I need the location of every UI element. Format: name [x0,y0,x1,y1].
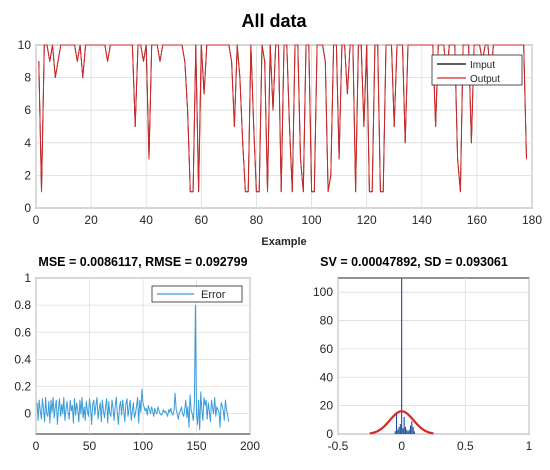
normal-fit-curve [369,410,434,435]
y-tick-label: 0 [24,201,31,215]
legend-label-error: Error [201,289,226,301]
histogram-bar [404,426,406,434]
x-tick-label: 60 [195,213,209,227]
error-panel: MSE = 0.0086117, RMSE = 0.092799 0 0.2 0.4… [14,255,260,453]
histogram-bar [402,428,404,434]
x-tick-label: 180 [522,213,542,227]
x-tick-label: 50 [83,439,97,453]
histogram-bar [412,426,414,434]
y-tick-label: 1 [24,271,31,285]
x-tick-label: 140 [412,213,432,227]
top-legend-box [431,54,523,86]
histogram-bar [406,429,408,434]
histogram-chart-title: SV = 0.00047892, SD = 0.093061 [320,255,508,269]
x-tick-label: 0.5 [457,439,474,453]
error-chart-title: MSE = 0.0086117, RMSE = 0.092799 [38,255,247,269]
error-series-line [36,304,230,431]
x-tick-label: 100 [133,439,153,453]
x-tick-label: 20 [84,213,98,227]
error-legend-box [151,285,243,303]
top-x-axis-label: Example [261,236,306,248]
histogram-bar [403,417,405,434]
top-y-ticks: 0 2 4 6 8 10 [18,38,32,215]
histogram-x-ticks: -0.5 0 0.5 1 [328,439,533,453]
x-tick-label: 80 [250,213,264,227]
y-tick-label: 0.6 [14,325,31,339]
histogram-bar [398,426,400,434]
histogram-bar [396,412,398,434]
x-tick-label: 200 [240,439,260,453]
x-tick-label: 0 [33,213,40,227]
histogram-bar [407,431,409,434]
y-tick-label: 10 [18,38,32,52]
top-x-ticks: 0 20 40 60 80 100 120 140 160 180 [33,213,543,227]
y-tick-label: 0.2 [14,380,31,394]
y-tick-label: 0.4 [14,352,31,366]
histogram-bar [408,429,410,434]
error-legend: Error [151,285,243,303]
x-tick-label: 120 [357,213,377,227]
top-chart-title: All data [241,11,307,31]
y-tick-label: 100 [313,285,333,299]
histogram-bar [399,424,401,434]
error-grid [35,277,251,434]
error-x-ticks: 0 50 100 150 200 [33,439,261,453]
top-panel: All data 0 2 4 6 8 10 0 20 40 60 80 100 120 140 160 18… [18,11,543,248]
legend-label-imput: Imput [470,60,495,71]
histogram-bar [411,421,413,434]
x-tick-label: 1 [526,439,533,453]
error-y-ticks: 0 0.2 0.4 0.6 0.8 1 [14,271,31,421]
y-tick-label: 60 [320,342,334,356]
y-tick-label: 80 [320,314,334,328]
x-tick-label: 40 [140,213,154,227]
top-legend: Imput Output [431,54,523,86]
y-tick-label: 0 [24,407,31,421]
y-tick-label: 0 [326,427,333,441]
histogram-bar [401,278,403,434]
x-tick-label: 160 [467,213,487,227]
histogram-fit-curve [369,410,434,435]
y-tick-label: 20 [320,399,334,413]
histogram-bar [397,429,399,434]
x-tick-label: -0.5 [328,439,349,453]
y-tick-label: 40 [320,370,334,384]
legend-label-output: Output [470,74,500,85]
histogram-y-ticks: 0 20 40 60 80 100 [313,285,333,441]
y-tick-label: 0.8 [14,298,31,312]
y-tick-label: 4 [24,136,31,150]
y-tick-label: 2 [24,168,31,182]
y-tick-label: 8 [24,71,31,85]
histogram-panel: SV = 0.00047892, SD = 0.093061 0 20 40 60 80… [313,255,533,453]
y-tick-label: 6 [24,103,31,117]
x-tick-label: 0 [33,439,40,453]
histogram-bars [394,278,415,434]
histogram-bar [394,431,396,434]
x-tick-label: 100 [302,213,322,227]
histogram-plot-area [337,277,530,435]
x-tick-label: 0 [398,439,405,453]
histogram-bar [413,431,415,434]
x-tick-label: 150 [186,439,206,453]
histogram-bar [410,425,412,434]
series-line-error [36,304,230,431]
